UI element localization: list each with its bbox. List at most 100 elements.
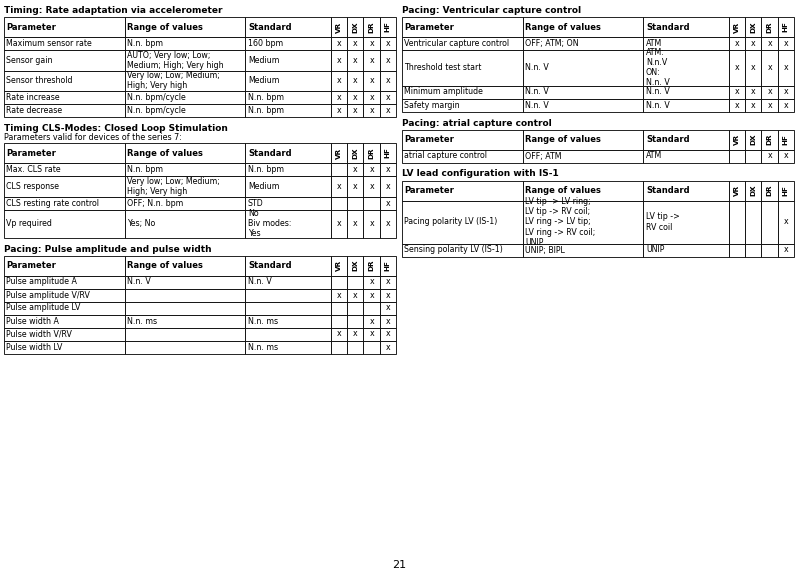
Bar	[380, 340, 396, 354]
Text: DR: DR	[369, 21, 374, 33]
Bar	[347, 328, 363, 340]
Bar	[347, 17, 363, 37]
Bar	[380, 197, 396, 209]
Bar	[124, 104, 246, 117]
Text: x: x	[385, 165, 390, 174]
Text: N.n. V: N.n. V	[646, 88, 670, 96]
Bar	[4, 328, 124, 340]
Text: Pulse width A: Pulse width A	[6, 317, 59, 325]
Text: x: x	[385, 343, 390, 351]
Text: 21: 21	[392, 560, 406, 570]
Text: Timing CLS-Modes: Closed Loop Stimulation: Timing CLS-Modes: Closed Loop Stimulatio…	[4, 124, 228, 133]
Bar	[4, 50, 124, 70]
Bar	[124, 143, 246, 163]
Text: HF: HF	[385, 148, 391, 159]
Text: Parameter: Parameter	[405, 135, 454, 144]
Text: x: x	[768, 39, 772, 48]
Bar	[124, 275, 246, 288]
Bar	[4, 275, 124, 288]
Text: Medium: Medium	[248, 56, 279, 65]
Text: x: x	[751, 39, 756, 48]
Bar	[729, 85, 745, 99]
Text: x: x	[385, 304, 390, 313]
Bar	[729, 37, 745, 50]
Text: x: x	[768, 100, 772, 110]
Text: x: x	[735, 88, 740, 96]
Bar	[643, 17, 729, 37]
Bar	[124, 302, 246, 314]
Bar	[729, 149, 745, 163]
Bar	[124, 209, 246, 238]
Bar	[643, 200, 729, 243]
Bar	[347, 50, 363, 70]
Bar	[523, 200, 643, 243]
Bar	[402, 129, 523, 149]
Text: x: x	[369, 290, 374, 299]
Bar	[643, 243, 729, 257]
Bar	[347, 143, 363, 163]
Text: Standard: Standard	[646, 135, 689, 144]
Bar	[363, 163, 380, 176]
Text: Standard: Standard	[248, 23, 291, 32]
Text: x: x	[385, 219, 390, 228]
Text: x: x	[385, 317, 390, 325]
Bar	[380, 288, 396, 302]
Text: N.n. bpm: N.n. bpm	[248, 93, 284, 102]
Bar	[778, 50, 794, 85]
Bar	[124, 70, 246, 91]
Text: x: x	[369, 56, 374, 65]
Bar	[761, 50, 778, 85]
Bar	[523, 37, 643, 50]
Bar	[347, 314, 363, 328]
Text: Yes; No: Yes; No	[127, 219, 156, 228]
Bar	[347, 288, 363, 302]
Bar	[246, 91, 331, 104]
Text: HF: HF	[783, 21, 789, 32]
Bar	[380, 37, 396, 50]
Bar	[4, 176, 124, 197]
Bar	[124, 37, 246, 50]
Text: Standard: Standard	[646, 23, 689, 32]
Bar	[4, 91, 124, 104]
Text: DR: DR	[767, 21, 772, 33]
Bar	[4, 302, 124, 314]
Bar	[380, 50, 396, 70]
Bar	[246, 176, 331, 197]
Text: UNIP; BIPL: UNIP; BIPL	[525, 245, 565, 254]
Text: x: x	[768, 63, 772, 72]
Bar	[363, 176, 380, 197]
Bar	[745, 181, 761, 200]
Bar	[4, 340, 124, 354]
Text: DX: DX	[353, 147, 358, 159]
Bar	[4, 104, 124, 117]
Bar	[363, 209, 380, 238]
Text: DX: DX	[353, 21, 358, 33]
Text: Range of values: Range of values	[525, 23, 601, 32]
Bar	[778, 243, 794, 257]
Text: DR: DR	[369, 260, 374, 271]
Text: x: x	[784, 152, 788, 160]
Text: x: x	[369, 106, 374, 115]
Bar	[363, 340, 380, 354]
Text: x: x	[784, 245, 788, 254]
Text: Parameter: Parameter	[405, 23, 454, 32]
Text: ATM: ATM	[646, 39, 662, 48]
Bar	[124, 328, 246, 340]
Bar	[745, 37, 761, 50]
Bar	[380, 143, 396, 163]
Bar	[331, 209, 347, 238]
Bar	[331, 70, 347, 91]
Text: N.n. V: N.n. V	[525, 63, 549, 72]
Text: AUTO; Very low; Low;
Medium; High; Very high: AUTO; Very low; Low; Medium; High; Very …	[127, 51, 224, 70]
Text: x: x	[337, 219, 342, 228]
Text: x: x	[784, 39, 788, 48]
Bar	[124, 50, 246, 70]
Bar	[246, 288, 331, 302]
Text: x: x	[735, 39, 740, 48]
Bar	[402, 243, 523, 257]
Text: x: x	[353, 39, 358, 48]
Bar	[4, 209, 124, 238]
Bar	[347, 197, 363, 209]
Bar	[347, 302, 363, 314]
Bar	[729, 243, 745, 257]
